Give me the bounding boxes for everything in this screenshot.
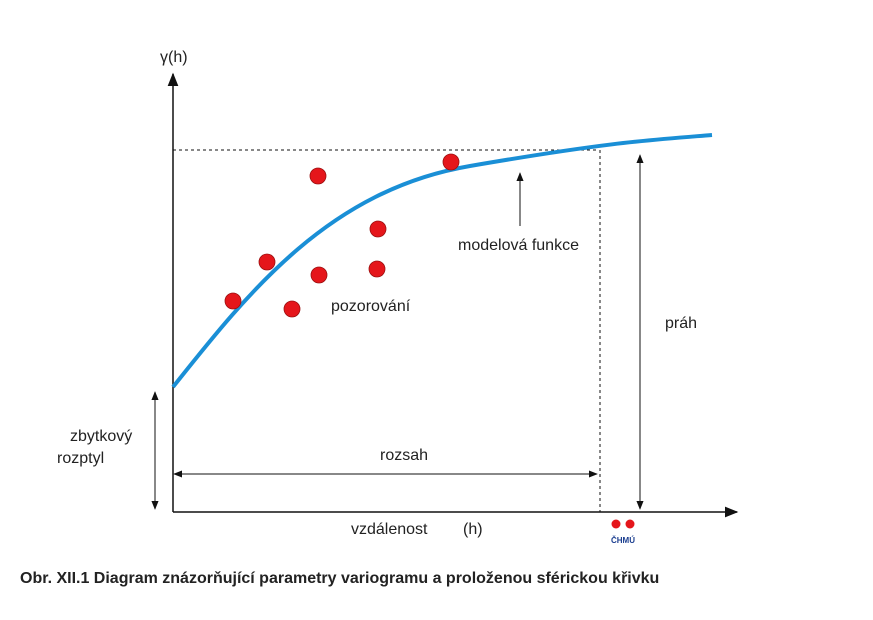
logo: ČHMÚ bbox=[611, 519, 635, 545]
nugget-label: rozptyl bbox=[57, 450, 104, 467]
observations bbox=[224, 153, 460, 318]
point bbox=[310, 266, 328, 284]
point bbox=[258, 253, 276, 271]
point bbox=[368, 260, 386, 278]
point bbox=[442, 153, 460, 171]
caption: Obr. XII.1 Diagram znázorňující parametr… bbox=[20, 570, 659, 587]
point bbox=[369, 220, 387, 238]
x-axis-unit: (h) bbox=[463, 521, 483, 538]
point bbox=[224, 292, 242, 310]
model-label: modelová funkce bbox=[458, 237, 579, 254]
x-axis-label: vzdálenost bbox=[351, 521, 428, 538]
point bbox=[283, 300, 301, 318]
y-axis-label: γ(h) bbox=[160, 49, 188, 66]
logo-text: ČHMÚ bbox=[611, 536, 635, 545]
nugget-label: zbytkový bbox=[70, 428, 132, 445]
model-curve bbox=[171, 133, 713, 389]
sill-label: práh bbox=[665, 315, 697, 332]
observations-label: pozorování bbox=[331, 298, 411, 315]
point bbox=[309, 167, 327, 185]
range-label: rozsah bbox=[380, 447, 428, 464]
